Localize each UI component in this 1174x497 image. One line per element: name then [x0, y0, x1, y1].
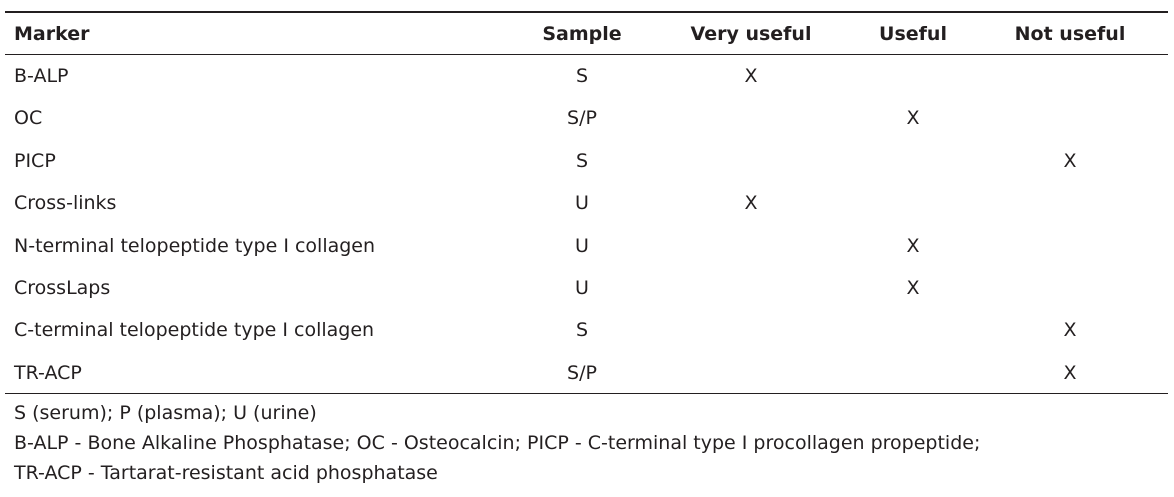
table-cell: X: [1063, 149, 1077, 172]
table-cell: X: [1063, 319, 1077, 342]
marker-cell: B-ALP: [14, 65, 69, 87]
marker-cell: TR-ACP: [14, 361, 82, 384]
footnote: S (serum); P (plasma); U (urine): [14, 402, 317, 424]
table-cell: X: [1063, 361, 1077, 384]
table-cell: S: [575, 65, 589, 87]
marker-cell: PICP: [14, 149, 56, 172]
table-cell: S: [575, 149, 589, 172]
table-cell: X: [744, 192, 758, 215]
header-cell: Not useful: [1014, 23, 1126, 45]
header-rule: [5, 54, 1168, 55]
header-cell: Very useful: [690, 23, 812, 45]
table-cell: U: [575, 277, 589, 299]
footnote: TR-ACP - Tartarat-resistant acid phospha…: [14, 462, 438, 484]
table-cell: S: [575, 319, 589, 342]
header-cell: Sample: [542, 23, 622, 45]
marker-cell: CrossLaps: [14, 277, 111, 299]
header-cell: Useful: [879, 23, 947, 45]
marker-cell: Cross-links: [14, 192, 117, 215]
table-cell: U: [575, 234, 589, 257]
table-cell: U: [575, 192, 589, 215]
table-cell: S/P: [567, 361, 597, 384]
bottom-rule: [5, 393, 1168, 394]
marker-cell: OC: [14, 107, 43, 130]
table-cell: X: [906, 107, 920, 130]
marker-cell: C-terminal telopeptide type I collagen: [14, 319, 375, 342]
top-rule: [5, 11, 1168, 13]
table-cell: X: [906, 234, 920, 257]
table-cell: X: [744, 65, 758, 87]
table-cell: X: [906, 277, 920, 299]
header-cell: Marker: [14, 23, 90, 45]
marker-cell: N-terminal telopeptide type I collagen: [14, 234, 376, 257]
table-cell: S/P: [567, 107, 597, 130]
footnote: B-ALP - Bone Alkaline Phosphatase; OC - …: [14, 432, 981, 454]
